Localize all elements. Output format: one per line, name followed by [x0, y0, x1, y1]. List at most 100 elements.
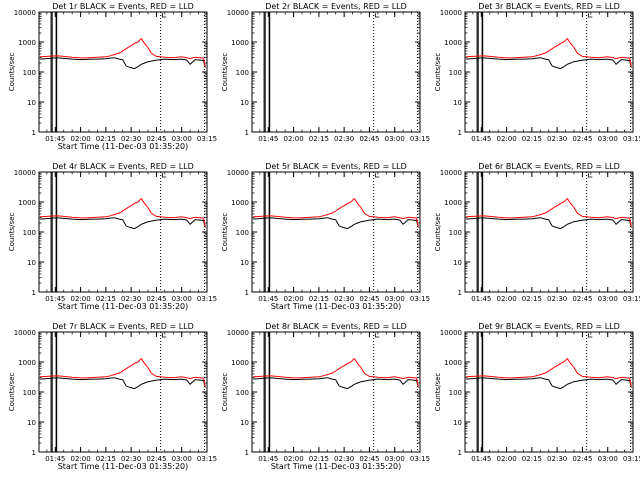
x-tick-label: 03:00 — [385, 295, 405, 303]
events-rate-line — [40, 217, 206, 230]
lld-rate-line — [466, 197, 632, 227]
x-tick-label: 02:30 — [547, 455, 567, 463]
y-tick-label: 1 — [245, 289, 249, 297]
y-tick-label: 1000 — [18, 199, 36, 207]
y-tick-label: 10000 — [227, 169, 249, 177]
y-tick-label: 10000 — [440, 9, 462, 17]
x-tick-label: 02:00 — [283, 135, 303, 143]
y-tick-label: 100 — [236, 229, 249, 237]
panel-title: Det 9r BLACK = Events, RED = LLD — [478, 322, 620, 331]
panel-det-7: Det 7r BLACK = Events, RED = LLD 1 10 100 10… — [8, 322, 217, 471]
lld-rate-line — [40, 197, 206, 227]
x-tick-label: 02:15 — [309, 455, 329, 463]
y-tick-label: 100 — [236, 389, 249, 397]
x-tick-label: 03:00 — [598, 455, 618, 463]
panel-title: Det 8r BLACK = Events, RED = LLD — [265, 322, 407, 331]
x-tick-label: 02:15 — [522, 135, 542, 143]
x-tick-label: 01:45 — [258, 295, 278, 303]
bracket-marker — [587, 333, 593, 338]
events-rate-line — [253, 217, 419, 230]
panel-title: Det 7r BLACK = Events, RED = LLD — [52, 322, 194, 331]
x-tick-label: 02:00 — [70, 135, 90, 143]
x-tick-label: 01:45 — [471, 295, 491, 303]
y-tick-label: 10 — [240, 259, 249, 267]
y-tick-label: 1 — [32, 289, 36, 297]
y-axis-label: Counts/sec — [8, 373, 16, 412]
x-tick-label: 03:15 — [197, 295, 217, 303]
x-tick-label: 02:15 — [309, 295, 329, 303]
x-tick-label: 03:15 — [623, 135, 640, 143]
x-tick-label: 02:15 — [96, 455, 116, 463]
x-tick-label: 02:45 — [359, 295, 379, 303]
y-tick-label: 1 — [245, 449, 249, 457]
x-tick-label: 02:45 — [572, 455, 592, 463]
x-tick-label: 03:00 — [172, 455, 192, 463]
y-tick-label: 100 — [236, 69, 249, 77]
plot-frame — [38, 331, 208, 453]
x-tick-label: 02:30 — [121, 455, 141, 463]
y-tick-label: 1000 — [444, 39, 462, 47]
y-axis-label: Counts/sec — [221, 53, 229, 92]
x-tick-label: 02:45 — [572, 295, 592, 303]
x-tick-label: 03:00 — [385, 135, 405, 143]
panel-title: Det 3r BLACK = Events, RED = LLD — [478, 2, 620, 11]
x-tick-label: 02:15 — [96, 135, 116, 143]
y-tick-label: 1 — [458, 289, 462, 297]
y-tick-label: 10 — [453, 99, 462, 107]
bracket-marker — [374, 173, 380, 178]
x-tick-label: 02:45 — [359, 455, 379, 463]
x-tick-label: 02:45 — [146, 295, 166, 303]
panel-det-8: Det 8r BLACK = Events, RED = LLD 1 10 100 10… — [221, 322, 430, 471]
panel-det-6: Det 6r BLACK = Events, RED = LLD 1 10 100 10… — [434, 162, 640, 303]
x-tick-label: 02:45 — [359, 135, 379, 143]
bracket-marker — [587, 13, 593, 18]
panel-title: Det 1r BLACK = Events, RED = LLD — [52, 2, 194, 11]
plot-frame — [251, 11, 421, 133]
x-tick-label: 01:45 — [471, 135, 491, 143]
x-axis-label: Start Time (11-Dec-03 01:35:20) — [271, 462, 402, 471]
x-axis-label: Start Time (11-Dec-03 01:35:20) — [271, 302, 402, 311]
x-axis-label: Start Time (11-Dec-03 01:35:20) — [58, 462, 189, 471]
y-tick-label: 10 — [453, 259, 462, 267]
panel-title: Det 4r BLACK = Events, RED = LLD — [52, 162, 194, 171]
x-tick-label: 02:30 — [121, 295, 141, 303]
x-tick-label: 02:00 — [70, 295, 90, 303]
y-axis-label: Counts/sec — [221, 373, 229, 412]
events-rate-line — [466, 377, 632, 390]
y-tick-label: 10 — [27, 419, 36, 427]
y-tick-label: 10000 — [14, 329, 36, 337]
x-tick-label: 03:00 — [598, 135, 618, 143]
y-tick-label: 10 — [27, 99, 36, 107]
x-tick-label: 03:15 — [623, 455, 640, 463]
y-axis-label: Counts/sec — [8, 213, 16, 252]
events-rate-line — [40, 377, 206, 390]
y-tick-label: 1000 — [444, 359, 462, 367]
plot-frame — [251, 171, 421, 293]
x-tick-label: 01:45 — [45, 135, 65, 143]
y-tick-label: 1000 — [444, 199, 462, 207]
x-tick-label: 02:15 — [522, 455, 542, 463]
x-tick-label: 02:15 — [522, 295, 542, 303]
y-tick-label: 1000 — [18, 359, 36, 367]
y-axis-label: Counts/sec — [434, 373, 442, 412]
x-tick-label: 02:45 — [146, 455, 166, 463]
x-tick-label: 02:00 — [496, 455, 516, 463]
plot-frame — [38, 171, 208, 293]
lld-rate-line — [40, 37, 206, 67]
x-tick-label: 02:30 — [334, 295, 354, 303]
y-tick-label: 100 — [449, 389, 462, 397]
bracket-marker — [161, 173, 167, 178]
bracket-marker — [374, 13, 380, 18]
y-tick-label: 10 — [240, 99, 249, 107]
x-tick-label: 03:15 — [623, 295, 640, 303]
x-tick-label: 02:15 — [309, 135, 329, 143]
y-tick-label: 10000 — [14, 169, 36, 177]
x-tick-label: 03:00 — [172, 135, 192, 143]
x-tick-label: 03:00 — [172, 295, 192, 303]
y-axis-label: Counts/sec — [221, 213, 229, 252]
x-tick-label: 02:30 — [547, 135, 567, 143]
plot-frame — [251, 331, 421, 453]
lld-rate-line — [466, 357, 632, 387]
plot-frame — [464, 171, 634, 293]
